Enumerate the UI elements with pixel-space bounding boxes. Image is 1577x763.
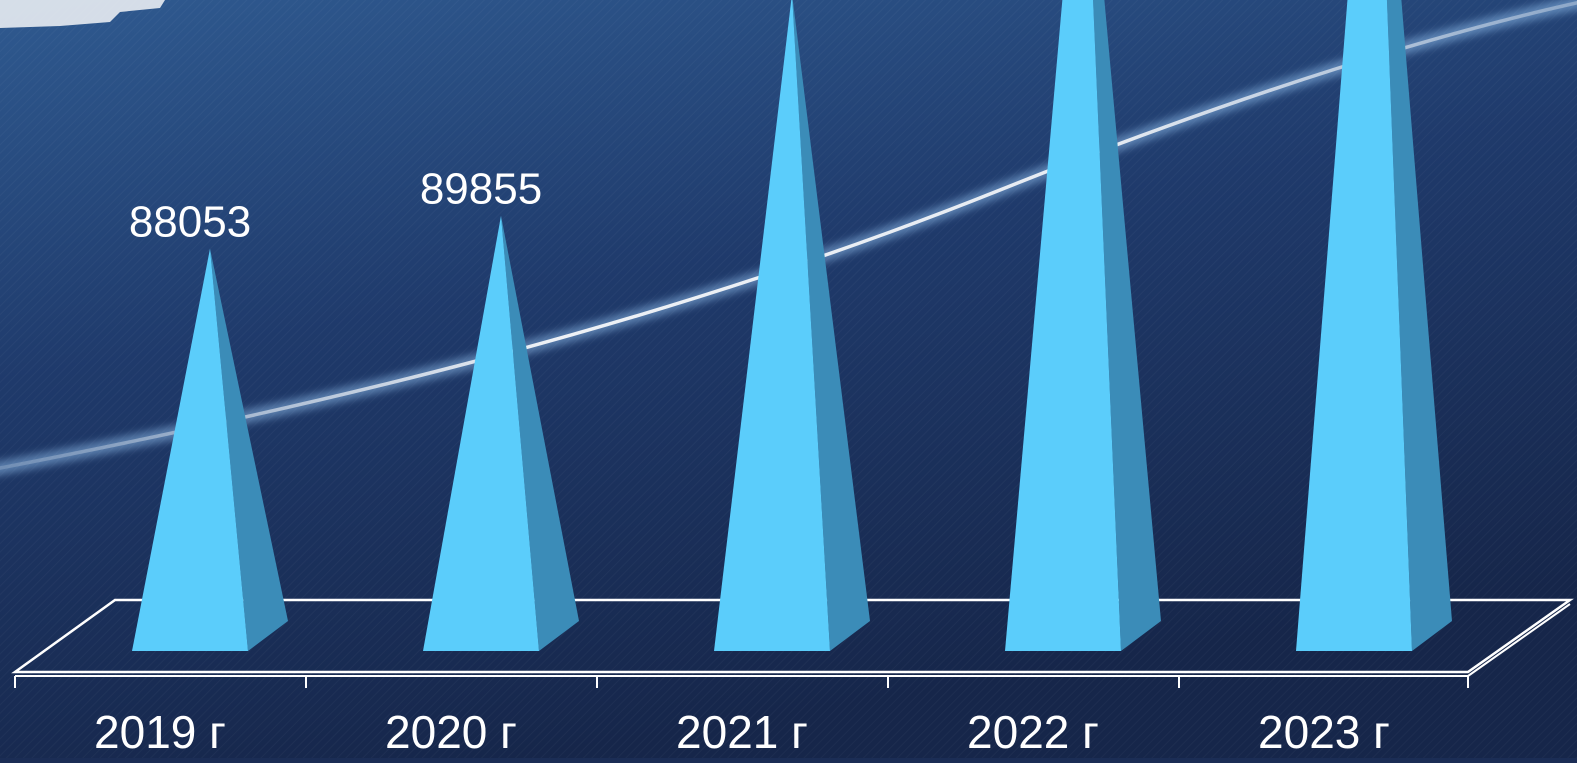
pyramid-side-face — [210, 248, 288, 651]
floor-plane — [11, 598, 1574, 674]
pyramid-side-face — [1386, 0, 1452, 651]
pyramid-bar — [132, 248, 248, 651]
x-tick-label: 2020 г — [385, 706, 517, 758]
pyramid-side-face — [1093, 0, 1161, 651]
x-axis-depth-line — [1467, 603, 1571, 677]
pyramid-side-face — [501, 215, 579, 651]
pyramid-bar — [714, 0, 830, 651]
pyramid-bar — [1005, 0, 1121, 651]
x-tick-label: 2023 г — [1258, 706, 1390, 758]
x-tick-label: 2021 г — [676, 706, 808, 758]
pyramid-bar — [1296, 0, 1412, 651]
data-label: 88053 — [129, 198, 251, 247]
chart-floor — [11, 598, 1574, 688]
pyramid-side-face — [792, 0, 870, 651]
data-label: 89855 — [420, 165, 542, 214]
pyramid-bar — [423, 215, 539, 651]
x-tick-label: 2022 г — [967, 706, 1099, 758]
x-tick-label: 2019 г — [94, 706, 226, 758]
corner-decoration — [0, 0, 165, 28]
background-swoosh — [0, 1, 1577, 470]
